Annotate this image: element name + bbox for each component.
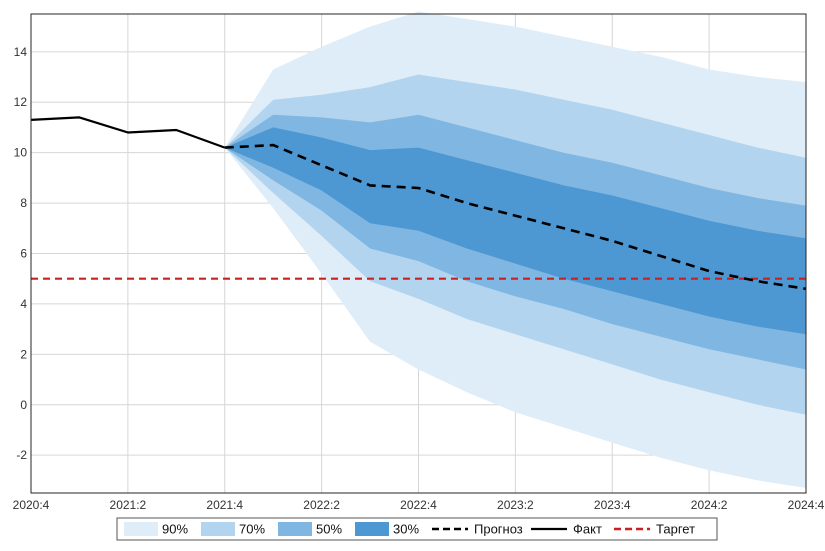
x-tick-label: 2024:4 [788,498,825,512]
y-tick-label: 4 [20,297,27,311]
x-tick-label: 2022:2 [303,498,340,512]
y-tick-label: 2 [20,347,27,361]
y-tick-label: 12 [14,95,28,109]
forecast-bands [224,11,807,488]
x-tick-label: 2021:2 [110,498,147,512]
plot-frame [30,13,807,494]
legend-label: Прогноз [474,522,523,537]
legend-label: Факт [573,522,602,537]
forecast-line [224,143,807,291]
legend-swatch-30 [355,522,389,536]
legend-label: 90% [162,522,188,537]
band-30-area [224,127,807,335]
x-tick-label: 2023:4 [594,498,631,512]
legend-label: Таргет [656,522,695,537]
x-axis-ticks: 2020:4 2021:2 2021:4 2022:2 2022:4 2023:2 2023… [13,498,825,512]
y-tick-label: 6 [20,247,27,261]
legend-label: 50% [316,522,342,537]
legend: 90% 70% 50% 30% Прогноз Факт Таргет [116,517,718,541]
legend-box [116,517,718,541]
legend-swatch-50 [278,522,312,536]
y-tick-label: 10 [14,146,28,160]
x-tick-label: 2020:4 [13,498,50,512]
x-tick-label: 2022:4 [400,498,437,512]
legend-swatch-90 [124,522,158,536]
x-tick-label: 2021:4 [206,498,243,512]
y-tick-label: -2 [16,448,27,462]
series-lines [30,116,807,291]
y-tick-label: 0 [20,398,27,412]
legend-label: 70% [239,522,265,537]
x-tick-label: 2023:2 [497,498,534,512]
y-axis-ticks: -2 0 2 4 6 8 10 12 14 [14,45,28,462]
fact-line [30,116,226,149]
y-tick-label: 8 [20,196,27,210]
y-tick-label: 14 [14,45,28,59]
legend-label: 30% [393,522,419,537]
x-tick-label: 2024:2 [691,498,728,512]
legend-swatch-70 [201,522,235,536]
